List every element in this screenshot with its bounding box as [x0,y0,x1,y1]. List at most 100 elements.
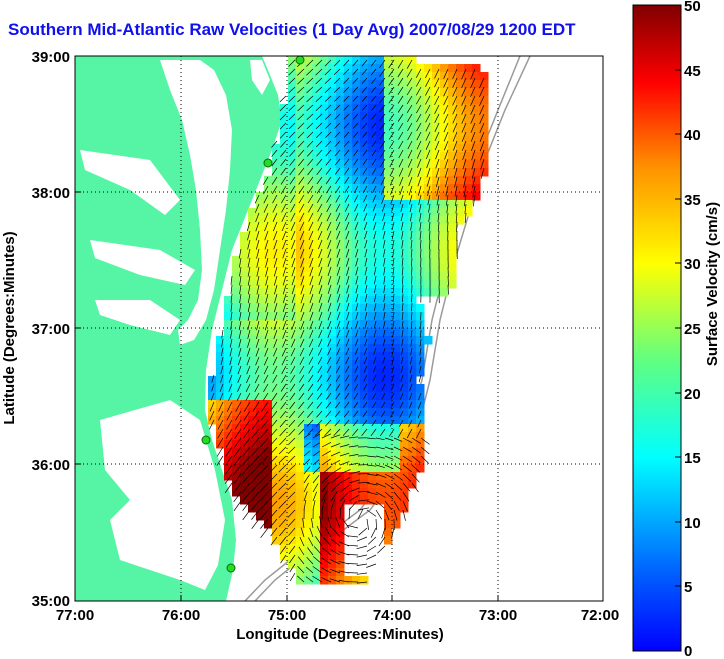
velocity-cell [288,464,297,473]
radar-station-marker[interactable] [295,56,305,65]
velocity-vector [417,158,422,168]
velocity-cell [280,328,289,337]
velocity-cell [400,416,409,425]
velocity-cell [440,256,449,265]
velocity-cell [384,80,393,89]
radar-station-marker[interactable] [226,563,236,573]
velocity-cell [360,320,369,329]
velocity-vector [291,257,296,268]
velocity-vector [419,212,422,222]
velocity-cell [304,136,313,145]
velocity-vector [325,122,332,129]
velocity-vector [428,212,431,222]
radar-station-marker[interactable] [263,158,273,168]
velocity-cell [400,240,409,249]
velocity-cell [384,352,393,361]
velocity-vector [452,131,458,142]
velocity-vector [343,410,350,418]
velocity-cell [272,360,281,369]
velocity-vector [444,167,449,179]
velocity-vector [290,365,296,374]
velocity-cell [240,464,249,473]
velocity-cell [376,264,385,273]
velocity-cell [272,352,281,361]
velocity-vector [407,140,413,150]
velocity-vector [289,149,296,157]
velocity-cell [232,288,241,297]
velocity-cell [408,184,417,193]
velocity-vector [364,347,368,355]
velocity-vector [299,365,305,374]
velocity-cell [472,112,481,121]
velocity-cell [392,496,401,505]
velocity-cell [208,392,217,401]
velocity-vector [392,257,395,267]
velocity-vector [419,230,422,240]
velocity-vector [399,392,404,400]
velocity-cell [408,392,417,401]
velocity-cell [432,96,441,105]
velocity-cell [464,160,473,169]
velocity-vector [279,536,287,546]
velocity-vector [300,302,305,313]
velocity-vector [419,356,422,365]
velocity-cell [232,328,241,337]
velocity-vector [334,95,341,102]
velocity-cell [416,208,425,217]
velocity-cell [248,320,257,329]
velocity-cell [336,208,345,217]
velocity-cell [304,320,313,329]
velocity-cell [368,336,377,345]
velocity-cell [312,248,321,257]
velocity-cell [240,440,249,449]
velocity-cell [312,120,321,129]
velocity-vector [472,185,476,198]
velocity-cell [296,552,305,561]
velocity-vector [291,284,296,295]
velocity-cell [384,384,393,393]
velocity-cell [376,112,385,121]
velocity-vector [371,167,377,175]
velocity-cell [432,264,441,273]
radar-station-marker[interactable] [201,435,211,445]
velocity-vector [419,329,422,338]
velocity-vector [280,401,287,410]
velocity-vector [273,329,278,340]
velocity-cell [352,480,361,489]
velocity-cell [296,208,305,217]
velocity-cell [328,368,337,377]
velocity-cell [256,192,265,201]
velocity-cell [304,432,313,441]
velocity-cell [360,144,369,153]
velocity-vector [345,329,350,338]
velocity-vector [373,311,377,320]
velocity-vector [288,104,296,112]
velocity-vector [463,185,467,197]
velocity-vector [461,122,467,133]
velocity-vector [364,248,368,258]
velocity-cell [416,344,425,353]
velocity-cell [328,240,337,249]
velocity-vector [479,131,485,143]
velocity-vector [312,491,318,502]
velocity-vector [255,230,260,241]
velocity-vector [279,131,287,139]
velocity-cell [400,112,409,121]
velocity-vector [321,441,332,448]
velocity-vector [373,320,377,329]
velocity-vector [272,203,278,213]
velocity-vector [318,329,323,339]
velocity-cell [384,480,393,489]
velocity-vector [470,113,476,124]
velocity-cell [312,280,321,289]
velocity-vector [309,275,314,286]
velocity-vector [269,455,278,464]
velocity-cell [456,200,465,209]
velocity-cell [240,328,249,337]
velocity-cell [376,168,385,177]
velocity-vector [317,230,323,240]
velocity-vector [269,509,278,519]
velocity-cell [408,96,417,105]
velocity-vector [273,257,278,268]
velocity-cell [336,304,345,313]
